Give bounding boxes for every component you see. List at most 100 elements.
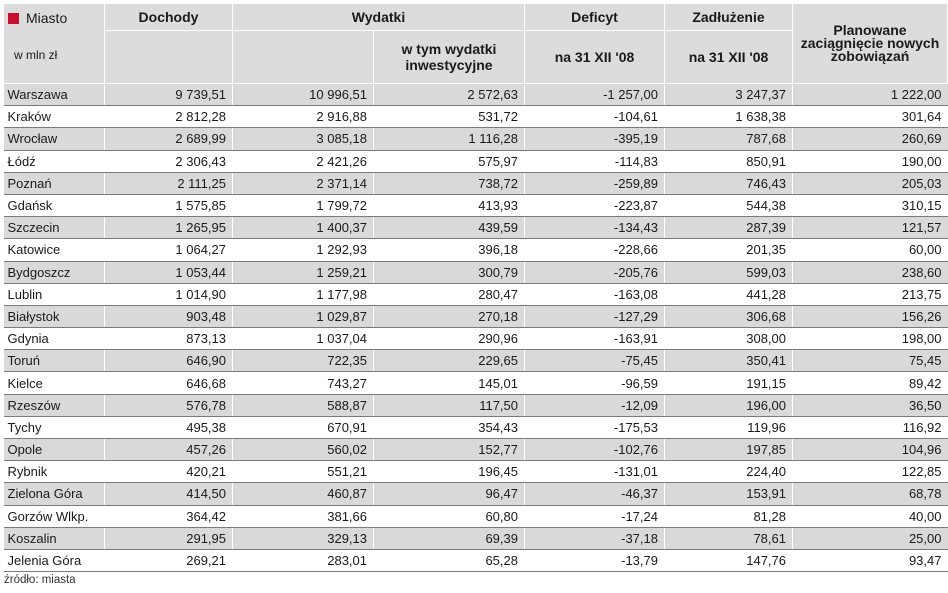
cell-expenses: 1 292,93	[232, 238, 374, 262]
cell-expenses: 329,13	[232, 527, 374, 550]
header-deficit-date: na 31 XII '08	[524, 30, 665, 84]
header-planned: Planowane zaciągnięcie nowych zobowiązań	[792, 3, 948, 84]
cell-deficit: -163,91	[524, 327, 665, 351]
cell-expenses: 1 799,72	[232, 194, 374, 218]
cell-deficit: -395,19	[524, 127, 665, 151]
cell-planned: 198,00	[792, 327, 948, 351]
cell-debt: 81,28	[664, 505, 793, 528]
cell-planned: 310,15	[792, 194, 948, 218]
header-income: Dochody	[104, 3, 233, 31]
cell-debt: 544,38	[664, 194, 793, 218]
cell-deficit: -114,83	[524, 150, 665, 173]
table-row: Opole 457,26 560,02 152,77 -102,76 197,85 104,…	[3, 438, 948, 462]
cell-city: Lublin	[3, 283, 105, 306]
red-square-icon	[8, 12, 19, 24]
table-row: Kielce 646,68 743,27 145,01 -96,59 191,15 89,4…	[3, 371, 948, 395]
cell-income: 2 306,43	[104, 150, 233, 173]
cell-debt: 850,91	[664, 150, 793, 173]
cell-debt: 350,41	[664, 349, 793, 373]
cell-expenses: 1 400,37	[232, 216, 374, 240]
cell-investment: 270,18	[373, 305, 525, 329]
cell-deficit: -127,29	[524, 305, 665, 329]
cell-planned: 93,47	[792, 549, 948, 573]
table-row: Szczecin 1 265,95 1 400,37 439,59 -134,43 287…	[3, 216, 948, 240]
cell-deficit: -1 257,00	[524, 83, 665, 107]
cell-expenses: 283,01	[232, 549, 374, 573]
table-row: Gdańsk 1 575,85 1 799,72 413,93 -223,87 544,3…	[3, 194, 948, 218]
header-investment: w tym wydatki inwestycyjne	[373, 30, 525, 84]
table-row: Warszawa 9 739,51 10 996,51 2 572,63 -1 257,…	[3, 83, 948, 107]
cell-deficit: -46,37	[524, 482, 665, 506]
cell-investment: 575,97	[373, 150, 525, 173]
cell-deficit: -104,61	[524, 105, 665, 129]
cell-city: Poznań	[3, 172, 105, 195]
cell-deficit: -75,45	[524, 349, 665, 373]
cell-investment: 60,80	[373, 505, 525, 528]
cell-city: Szczecin	[3, 216, 105, 240]
header-income-sub	[104, 30, 233, 84]
cell-planned: 68,78	[792, 482, 948, 506]
cell-city: Kielce	[3, 371, 105, 395]
cell-income: 1 575,85	[104, 194, 233, 218]
cell-deficit: -134,43	[524, 216, 665, 240]
cell-expenses: 2 371,14	[232, 172, 374, 195]
cell-expenses: 722,35	[232, 349, 374, 373]
cell-investment: 196,45	[373, 460, 525, 484]
table-row: Poznań 2 111,25 2 371,14 738,72 -259,89 746,4…	[3, 172, 948, 195]
cell-planned: 104,96	[792, 438, 948, 462]
table-body: Warszawa 9 739,51 10 996,51 2 572,63 -1 257,…	[3, 83, 948, 573]
cell-city: Zielona Góra	[3, 482, 105, 506]
cell-city: Opole	[3, 438, 105, 462]
cell-debt: 1 638,38	[664, 105, 793, 129]
cell-deficit: -131,01	[524, 460, 665, 484]
table-row: Tychy 495,38 670,91 354,43 -175,53 119,96 116,…	[3, 416, 948, 440]
cell-city: Warszawa	[3, 83, 105, 107]
cell-income: 873,13	[104, 327, 233, 351]
cell-debt: 441,28	[664, 283, 793, 306]
table-row: Wrocław 2 689,99 3 085,18 1 116,28 -395,19 78…	[3, 127, 948, 151]
cell-deficit: -175,53	[524, 416, 665, 440]
cell-city: Białystok	[3, 305, 105, 329]
cell-planned: 301,64	[792, 105, 948, 129]
cell-planned: 121,57	[792, 216, 948, 240]
cell-deficit: -13,79	[524, 549, 665, 573]
cell-planned: 156,26	[792, 305, 948, 329]
cell-deficit: -228,66	[524, 238, 665, 262]
cell-expenses: 560,02	[232, 438, 374, 462]
header-debt: Zadłużenie	[664, 3, 793, 31]
cell-city: Kraków	[3, 105, 105, 129]
cell-debt: 787,68	[664, 127, 793, 151]
cell-debt: 3 247,37	[664, 83, 793, 107]
cell-investment: 1 116,28	[373, 127, 525, 151]
cell-deficit: -259,89	[524, 172, 665, 195]
cell-investment: 290,96	[373, 327, 525, 351]
cell-investment: 354,43	[373, 416, 525, 440]
cell-debt: 306,68	[664, 305, 793, 329]
cell-expenses: 1 037,04	[232, 327, 374, 351]
cell-investment: 531,72	[373, 105, 525, 129]
cell-investment: 145,01	[373, 371, 525, 395]
city-finance-table: Miasto w mln zł Dochody Wydatki Deficyt …	[3, 3, 948, 573]
table-row: Kraków 2 812,28 2 916,88 531,72 -104,61 1 638…	[3, 105, 948, 129]
cell-city: Katowice	[3, 238, 105, 262]
table-row: Koszalin 291,95 329,13 69,39 -37,18 78,61 25,0…	[3, 527, 948, 550]
cell-city: Łódź	[3, 150, 105, 173]
cell-expenses: 381,66	[232, 505, 374, 528]
cell-deficit: -163,08	[524, 283, 665, 306]
header-expenses-sub	[232, 30, 374, 84]
cell-city: Koszalin	[3, 527, 105, 550]
cell-income: 2 111,25	[104, 172, 233, 195]
header-city-label: Miasto	[26, 10, 68, 26]
cell-income: 457,26	[104, 438, 233, 462]
table-row: Gorzów Wlkp. 364,42 381,66 60,80 -17,24 81,28…	[3, 505, 948, 528]
cell-planned: 116,92	[792, 416, 948, 440]
cell-deficit: -102,76	[524, 438, 665, 462]
cell-planned: 260,69	[792, 127, 948, 151]
cell-planned: 40,00	[792, 505, 948, 528]
cell-income: 903,48	[104, 305, 233, 329]
cell-income: 646,68	[104, 371, 233, 395]
cell-income: 646,90	[104, 349, 233, 373]
cell-investment: 396,18	[373, 238, 525, 262]
cell-investment: 65,28	[373, 549, 525, 573]
cell-income: 414,50	[104, 482, 233, 506]
